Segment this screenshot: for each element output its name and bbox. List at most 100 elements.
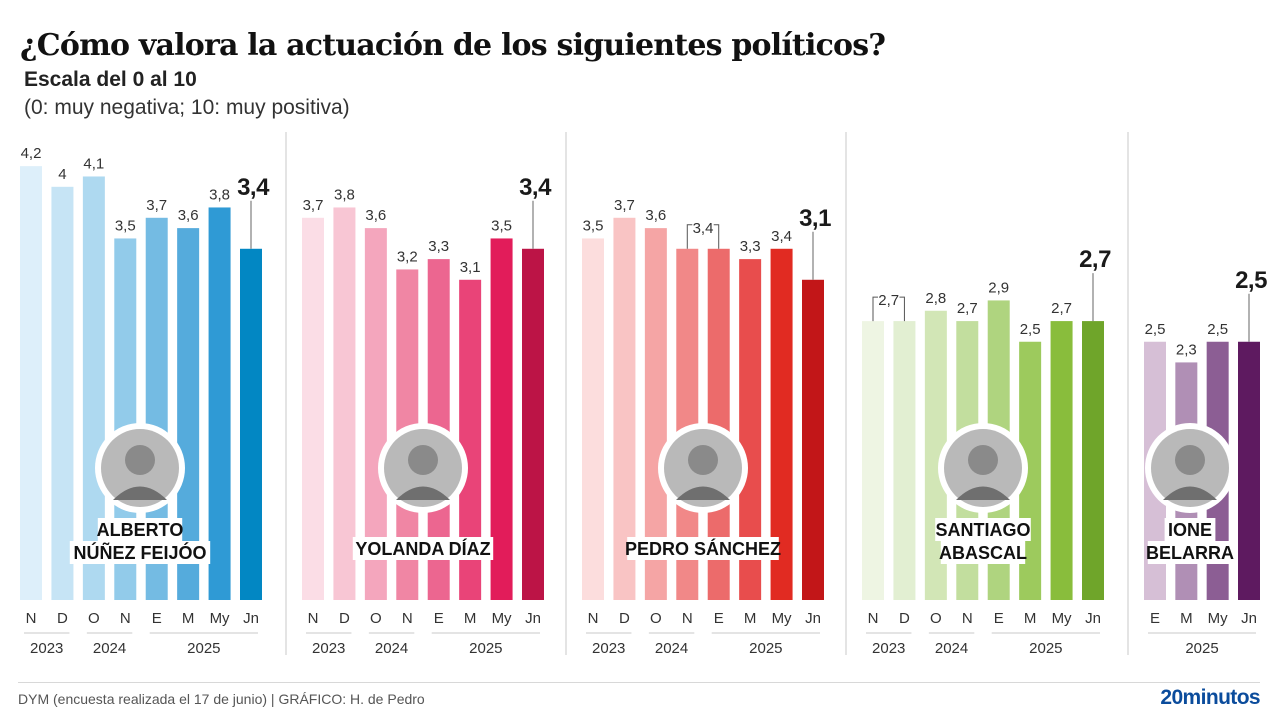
x-tick-label: N bbox=[588, 610, 599, 627]
x-tick-label: E bbox=[714, 610, 724, 627]
portrait-head bbox=[688, 445, 718, 475]
brand-logo: 20minutos bbox=[1160, 686, 1260, 709]
x-tick-label: E bbox=[1150, 610, 1160, 627]
name-label-bg bbox=[352, 537, 494, 560]
x-tick-label: My bbox=[492, 610, 512, 627]
data-label: 2,5 bbox=[1207, 321, 1228, 338]
data-label: 3,3 bbox=[428, 238, 449, 255]
data-label: 2,7 bbox=[878, 292, 899, 309]
bar bbox=[333, 207, 356, 600]
x-tick-label: E bbox=[434, 610, 444, 627]
data-label: 3,3 bbox=[740, 238, 761, 255]
x-tick-label: D bbox=[619, 610, 630, 627]
year-label: 2024 bbox=[935, 640, 968, 657]
x-tick-label: N bbox=[308, 610, 319, 627]
data-label-latest: 3,4 bbox=[237, 174, 270, 201]
x-tick-label: My bbox=[1208, 610, 1228, 627]
politician-name: ABASCAL bbox=[939, 543, 1027, 563]
portrait-head bbox=[968, 445, 998, 475]
bar bbox=[739, 259, 762, 600]
data-label: 3,6 bbox=[365, 207, 386, 224]
data-label: 3,7 bbox=[146, 197, 167, 214]
politician-name: BELARRA bbox=[1146, 543, 1234, 563]
data-label: 3,5 bbox=[583, 217, 604, 234]
year-label: 2024 bbox=[375, 640, 408, 657]
chart-subtitle: Escala del 0 al 10 bbox=[24, 68, 197, 91]
x-tick-label: O bbox=[88, 610, 100, 627]
year-label: 2025 bbox=[1029, 640, 1062, 657]
bar bbox=[770, 248, 793, 600]
footer-divider bbox=[18, 682, 1260, 683]
x-tick-label: D bbox=[339, 610, 350, 627]
bar bbox=[644, 228, 667, 600]
data-label: 4 bbox=[58, 166, 66, 183]
x-tick-label: My bbox=[1052, 610, 1072, 627]
x-tick-label: N bbox=[682, 610, 693, 627]
bracket-line bbox=[899, 296, 905, 322]
data-label: 4,2 bbox=[21, 145, 42, 162]
bar bbox=[707, 248, 730, 600]
data-label: 2,3 bbox=[1176, 341, 1197, 358]
name-label-bg bbox=[1164, 518, 1216, 541]
bar bbox=[802, 279, 824, 600]
x-tick-label: M bbox=[464, 610, 477, 627]
bar bbox=[1050, 321, 1073, 600]
bar bbox=[302, 217, 324, 601]
data-label-latest: 2,7 bbox=[1079, 246, 1111, 273]
year-label: 2023 bbox=[872, 640, 905, 657]
bracket-line bbox=[713, 224, 720, 249]
year-label: 2023 bbox=[312, 640, 345, 657]
data-label: 4,1 bbox=[83, 155, 104, 172]
year-label: 2025 bbox=[469, 640, 502, 657]
data-label: 3,2 bbox=[397, 248, 418, 265]
portrait-head bbox=[408, 445, 438, 475]
year-label: 2024 bbox=[93, 640, 126, 657]
data-label: 3,8 bbox=[334, 186, 355, 203]
x-tick-label: Jn bbox=[1241, 610, 1257, 627]
data-label: 2,7 bbox=[1051, 300, 1072, 317]
x-tick-label: Jn bbox=[1085, 610, 1101, 627]
x-tick-label: O bbox=[930, 610, 942, 627]
x-tick-label: My bbox=[772, 610, 792, 627]
x-tick-label: N bbox=[868, 610, 879, 627]
x-tick-label: O bbox=[650, 610, 662, 627]
x-tick-label: M bbox=[744, 610, 757, 627]
name-label-bg bbox=[627, 537, 779, 560]
bar bbox=[177, 228, 200, 600]
x-tick-label: M bbox=[182, 610, 195, 627]
name-label-bg bbox=[935, 518, 1031, 541]
data-label-latest: 3,4 bbox=[519, 174, 552, 201]
politician-name: YOLANDA DÍAZ bbox=[355, 538, 490, 559]
data-label: 3,4 bbox=[693, 220, 714, 237]
bar bbox=[364, 228, 387, 600]
x-tick-label: Jn bbox=[525, 610, 541, 627]
year-label: 2025 bbox=[187, 640, 220, 657]
x-tick-label: N bbox=[402, 610, 413, 627]
bar bbox=[613, 217, 636, 601]
bar bbox=[862, 321, 884, 600]
x-tick-label: N bbox=[26, 610, 37, 627]
source-credit: DYM (encuesta realizada el 17 de junio) … bbox=[18, 691, 425, 707]
data-label: 3,8 bbox=[209, 186, 230, 203]
bar bbox=[893, 321, 916, 600]
portrait-head bbox=[1175, 445, 1205, 475]
data-label: 3,6 bbox=[178, 207, 199, 224]
chart-title: ¿Cómo valora la actuación de los siguien… bbox=[20, 28, 886, 63]
bar bbox=[240, 248, 262, 600]
portrait-shoulders bbox=[1163, 486, 1217, 500]
year-label: 2025 bbox=[749, 640, 782, 657]
politician-name: NÚÑEZ FEIJÓO bbox=[73, 542, 206, 563]
x-tick-label: D bbox=[57, 610, 68, 627]
data-label: 3,5 bbox=[491, 217, 512, 234]
politician-name: IONE bbox=[1168, 520, 1212, 540]
name-label-bg bbox=[1147, 541, 1233, 564]
data-label: 3,6 bbox=[645, 207, 666, 224]
data-label: 2,5 bbox=[1020, 321, 1041, 338]
data-label: 3,7 bbox=[614, 197, 635, 214]
x-tick-label: Jn bbox=[243, 610, 259, 627]
data-label: 3,4 bbox=[771, 228, 792, 245]
x-tick-label: O bbox=[370, 610, 382, 627]
data-label: 2,9 bbox=[988, 279, 1009, 296]
bar bbox=[1082, 321, 1104, 600]
